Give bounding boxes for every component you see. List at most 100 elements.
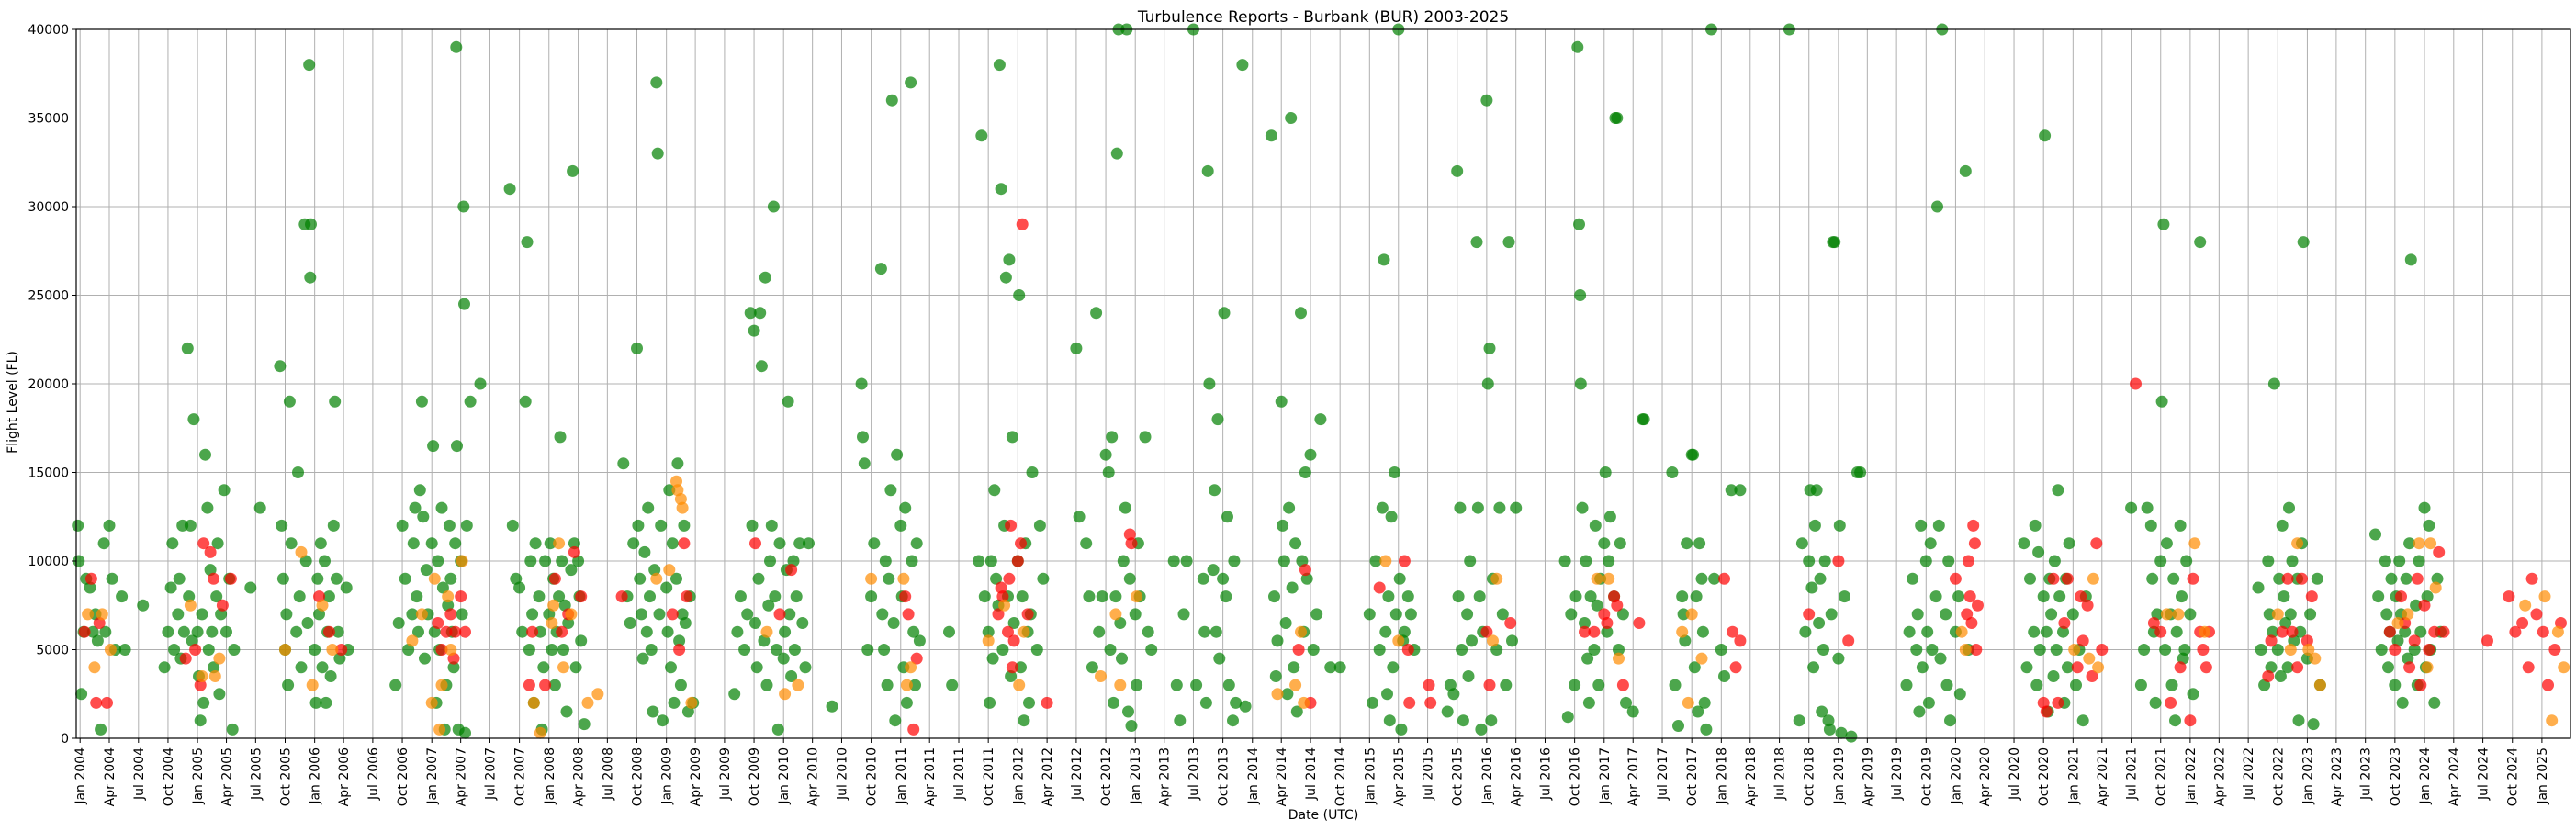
data-point (202, 644, 215, 656)
data-point (104, 644, 117, 656)
data-point (984, 696, 996, 709)
data-point (2184, 608, 2197, 621)
data-point (1379, 555, 1392, 567)
data-point (208, 670, 221, 682)
x-tick-label: Jul 2014 (1304, 747, 1319, 801)
data-point (762, 599, 775, 612)
data-point (738, 644, 751, 656)
chart-title: Turbulence Reports - Burbank (BUR) 2003-… (1137, 8, 1509, 27)
data-point (2418, 501, 2431, 514)
data-point (2030, 679, 2043, 691)
data-point (1500, 679, 1513, 691)
data-point (2382, 661, 2394, 674)
data-point (75, 688, 88, 701)
data-point (1271, 634, 1284, 647)
data-point (1401, 644, 1414, 656)
x-tick-label: Jan 2023 (2300, 747, 2315, 805)
data-point (411, 590, 423, 603)
data-point (905, 76, 917, 89)
x-tick-label: Jan 2007 (425, 747, 440, 805)
data-point (990, 572, 1003, 585)
data-point (2396, 696, 2409, 709)
data-point (1211, 413, 1224, 426)
data-point (2437, 625, 2450, 638)
data-point (557, 644, 569, 656)
data-point (1106, 431, 1119, 444)
data-point (568, 537, 580, 550)
data-point (450, 40, 463, 53)
data-point (1793, 714, 1805, 727)
data-point (537, 661, 550, 674)
data-point (650, 76, 663, 89)
data-point (1614, 537, 1626, 550)
data-point (1666, 466, 1679, 478)
data-point (526, 608, 539, 621)
x-tick-label: Apr 2021 (2096, 747, 2110, 806)
data-point (803, 537, 815, 550)
y-tick-label: 15000 (28, 466, 69, 481)
data-point (1123, 572, 1136, 585)
data-point (1949, 572, 1962, 585)
data-point (1687, 448, 1700, 461)
data-point (907, 723, 920, 736)
data-point (316, 599, 329, 612)
data-point (1090, 307, 1103, 320)
data-point (1462, 670, 1475, 682)
data-point (1576, 501, 1589, 514)
data-point (2194, 236, 2207, 249)
data-point (534, 726, 546, 739)
data-point (1480, 94, 1493, 107)
data-point (1286, 581, 1299, 594)
data-point (279, 644, 291, 656)
data-point (2302, 644, 2315, 656)
data-point (474, 377, 487, 390)
data-point (88, 661, 101, 674)
data-point (1962, 555, 1974, 567)
data-point (521, 236, 534, 249)
data-point (1471, 501, 1484, 514)
data-point (673, 634, 686, 647)
data-point (1404, 608, 1417, 621)
data-point (1423, 679, 1435, 691)
data-point (799, 661, 812, 674)
data-point (661, 625, 674, 638)
data-point (228, 644, 241, 656)
data-point (1926, 644, 1939, 656)
data-point (409, 501, 422, 514)
data-point (2304, 608, 2317, 621)
data-point (1373, 581, 1386, 594)
data-point (868, 537, 881, 550)
data-point (1807, 661, 1820, 674)
y-axis-title: Flight Level (FL) (6, 351, 20, 454)
data-point (2267, 625, 2279, 638)
data-point (435, 679, 448, 691)
data-point (1283, 501, 1296, 514)
data-point (796, 617, 809, 629)
x-tick-label: Jan 2024 (2418, 747, 2433, 805)
data-point (1389, 608, 1402, 621)
data-point (2408, 644, 2421, 656)
data-point (2399, 625, 2412, 638)
data-point (244, 581, 257, 594)
data-point (1006, 661, 1018, 674)
data-point (1700, 723, 1713, 736)
data-point (905, 661, 917, 674)
data-point (316, 661, 329, 674)
data-point (1696, 625, 1709, 638)
data-point (591, 688, 604, 701)
data-point (1483, 342, 1496, 354)
data-point (84, 581, 96, 594)
data-point (276, 519, 288, 532)
data-point (406, 608, 419, 621)
data-point (1447, 688, 1460, 701)
data-point (1288, 661, 1300, 674)
data-point (526, 625, 539, 638)
data-point (773, 537, 786, 550)
data-point (1310, 608, 1323, 621)
x-tick-label: Jan 2022 (2184, 747, 2199, 805)
data-point (2058, 617, 2071, 629)
data-point (1142, 625, 1154, 638)
data-point (311, 572, 324, 585)
data-point (1277, 519, 1289, 532)
data-point (2083, 652, 2096, 665)
